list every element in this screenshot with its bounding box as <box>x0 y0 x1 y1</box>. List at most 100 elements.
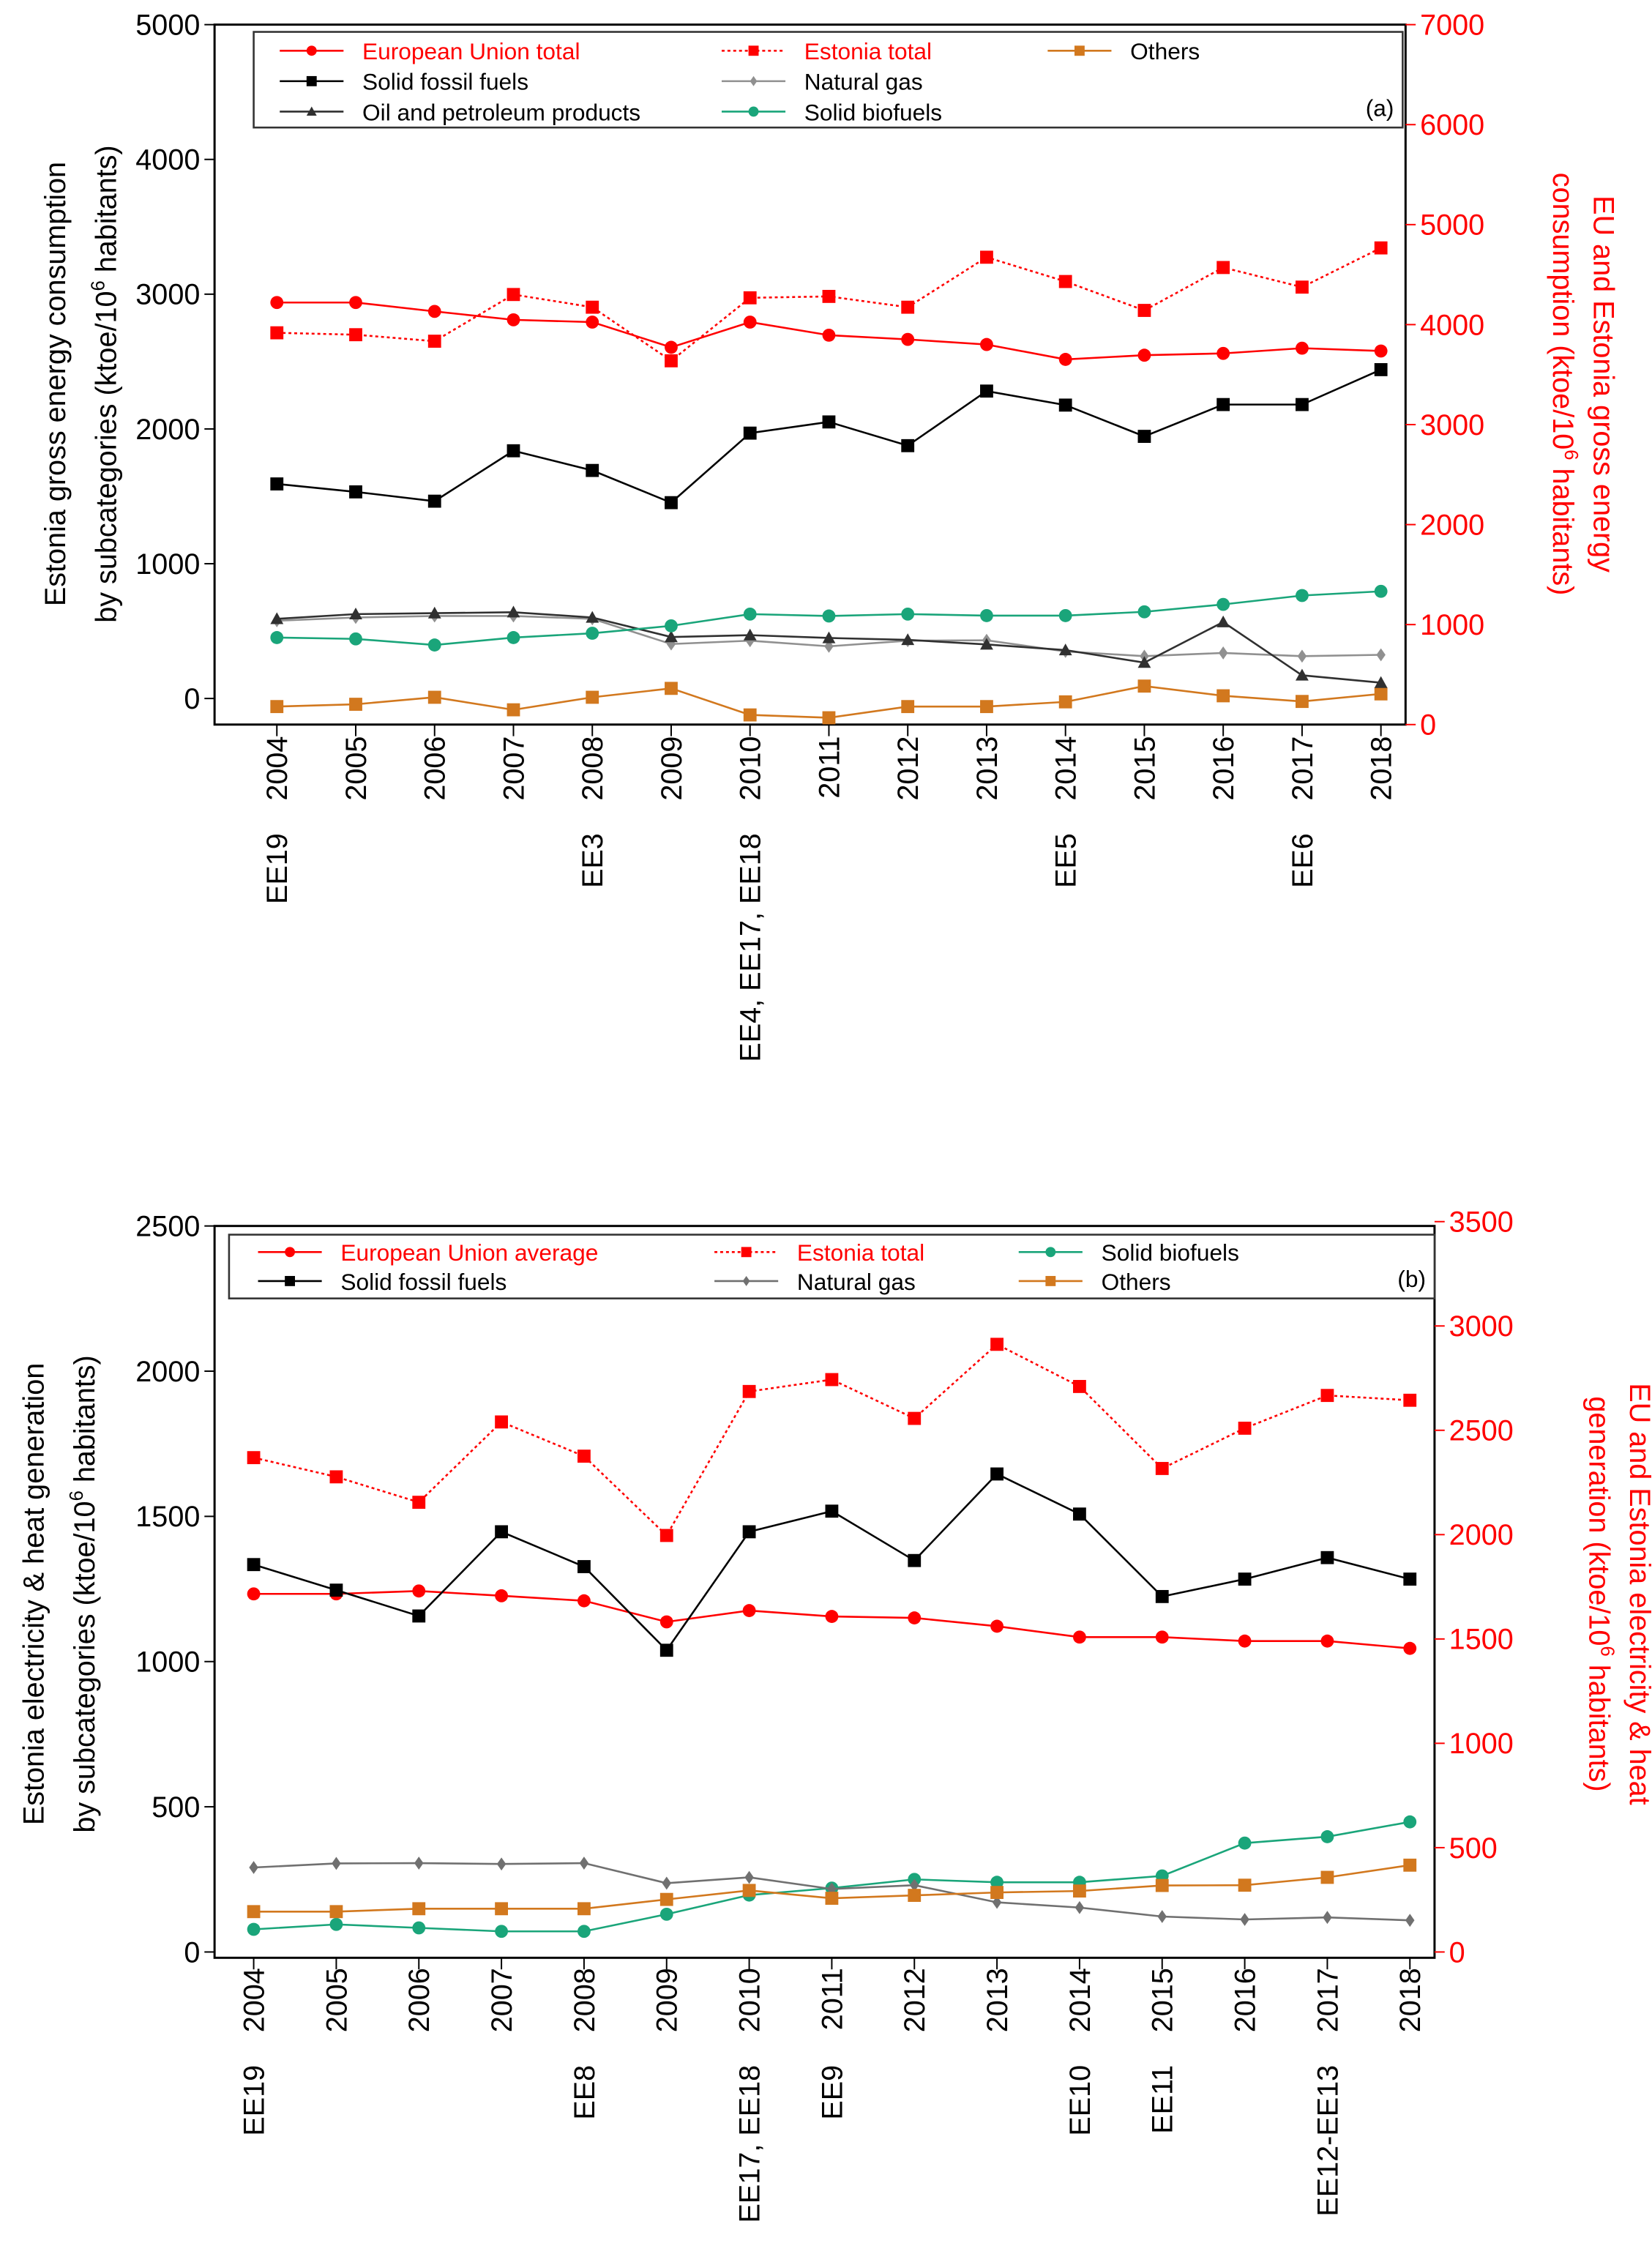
data-point <box>901 300 915 314</box>
series-natural-gas <box>249 1857 1415 1928</box>
data-point <box>742 1884 756 1898</box>
x-tick-label: 2010 <box>733 1968 766 2032</box>
data-point <box>270 326 284 340</box>
y2-tick-label: 0 <box>1420 709 1436 742</box>
data-point <box>1240 1913 1249 1926</box>
data-point <box>980 250 993 264</box>
data-point <box>578 1925 591 1939</box>
y2-tick-label: 3000 <box>1420 409 1484 441</box>
legend-label: Others <box>1130 38 1200 64</box>
data-point <box>990 1886 1003 1900</box>
data-point <box>495 1415 508 1429</box>
data-point <box>507 703 520 717</box>
data-point <box>1296 695 1309 709</box>
x-tick-label: 2005 <box>321 1968 353 2032</box>
data-point <box>427 305 441 318</box>
data-point <box>1073 1380 1086 1393</box>
x-tick-label: 2016 <box>1208 736 1240 801</box>
data-point <box>495 1902 508 1916</box>
data-point <box>665 354 678 367</box>
y-axis-title: Estonia electricity & heat generation <box>18 1363 51 1825</box>
y-tick-label: 1000 <box>135 1646 200 1679</box>
data-point <box>329 1905 343 1919</box>
data-point <box>1155 1630 1169 1644</box>
data-point <box>1216 398 1230 411</box>
legend-marker <box>285 1247 296 1258</box>
legend-marker <box>306 45 317 56</box>
legend-marker <box>306 75 317 86</box>
data-point <box>1155 1878 1169 1892</box>
data-point <box>1074 1900 1085 1914</box>
data-point <box>743 316 757 329</box>
data-point <box>427 690 441 704</box>
data-point <box>412 1496 426 1510</box>
data-point <box>908 1611 922 1624</box>
y-axis-title: Estonia gross energy consumption <box>40 162 72 606</box>
legend-marker <box>750 75 758 86</box>
panel-label: (a) <box>1366 94 1394 121</box>
data-point <box>1137 656 1151 668</box>
data-point <box>349 632 362 646</box>
data-point <box>1216 689 1230 703</box>
y2-tick-label: 1500 <box>1449 1624 1514 1656</box>
legend-label: Others <box>1102 1269 1171 1295</box>
legend: European Union total Estonia total Others S… <box>253 31 1404 129</box>
data-point <box>1137 679 1151 693</box>
y2-tick-label: 2000 <box>1449 1519 1514 1551</box>
data-point <box>1376 648 1386 662</box>
data-point <box>586 300 599 314</box>
data-point <box>743 426 757 440</box>
data-point <box>908 1553 922 1567</box>
policy-annotation: EE17, EE18 <box>733 2065 766 2223</box>
panel-label: (b) <box>1397 1266 1426 1292</box>
series-european-union-average <box>247 1584 1417 1655</box>
data-point <box>586 611 599 623</box>
data-point <box>1137 430 1151 443</box>
x-tick-label: 2004 <box>261 736 294 801</box>
data-point <box>586 627 599 640</box>
data-point <box>822 415 836 429</box>
data-point <box>1323 1911 1332 1925</box>
data-point <box>578 1902 591 1916</box>
data-point <box>743 291 757 305</box>
data-point <box>427 638 441 652</box>
data-point <box>1374 241 1388 255</box>
data-point <box>1157 1910 1167 1923</box>
plot-frame <box>213 23 1407 726</box>
data-point <box>1216 615 1230 627</box>
legend-marker <box>748 45 759 56</box>
x-tick-label: 2018 <box>1366 736 1398 801</box>
legend-label: Solid biofuels <box>804 99 942 125</box>
data-point <box>1137 605 1151 619</box>
data-point <box>427 335 441 348</box>
y2-tick-label: 6000 <box>1420 109 1484 141</box>
y2-tick-label: 3500 <box>1449 1206 1514 1239</box>
legend-marker <box>306 106 317 116</box>
data-point <box>349 296 362 310</box>
data-point <box>665 619 678 633</box>
data-point <box>414 1857 424 1870</box>
series-others <box>247 1858 1417 1919</box>
x-tick-label: 2012 <box>899 1968 931 2032</box>
chart-panel-b: 0 500 1000 1500 2000 2500 0 500 1000 1500 2000 2500… <box>18 1206 1652 2223</box>
series-european-union-total <box>270 296 1388 366</box>
y2-axis-title-line2: generation (ktoe/106 habitants) <box>1583 1396 1618 1791</box>
data-point <box>329 1917 343 1931</box>
data-point <box>579 1857 589 1870</box>
data-point <box>270 477 284 490</box>
data-point <box>1238 1572 1252 1586</box>
y2-tick-label: 7000 <box>1420 10 1484 42</box>
data-point <box>270 700 284 714</box>
y-tick-label: 1500 <box>135 1501 200 1533</box>
y-axis-title-line2: by subcategories (ktoe/106 habitants) <box>67 1355 101 1832</box>
y2-tick-label: 5000 <box>1420 209 1484 242</box>
data-point <box>742 1604 756 1617</box>
y2-tick-label: 4000 <box>1420 309 1484 341</box>
y-tick-label: 1000 <box>135 548 200 581</box>
data-point <box>495 1525 508 1539</box>
data-point <box>1296 280 1309 294</box>
x-tick-label: 2009 <box>651 1968 684 2032</box>
data-point <box>1155 1462 1169 1475</box>
data-point <box>249 1861 258 1874</box>
data-point <box>665 630 678 643</box>
